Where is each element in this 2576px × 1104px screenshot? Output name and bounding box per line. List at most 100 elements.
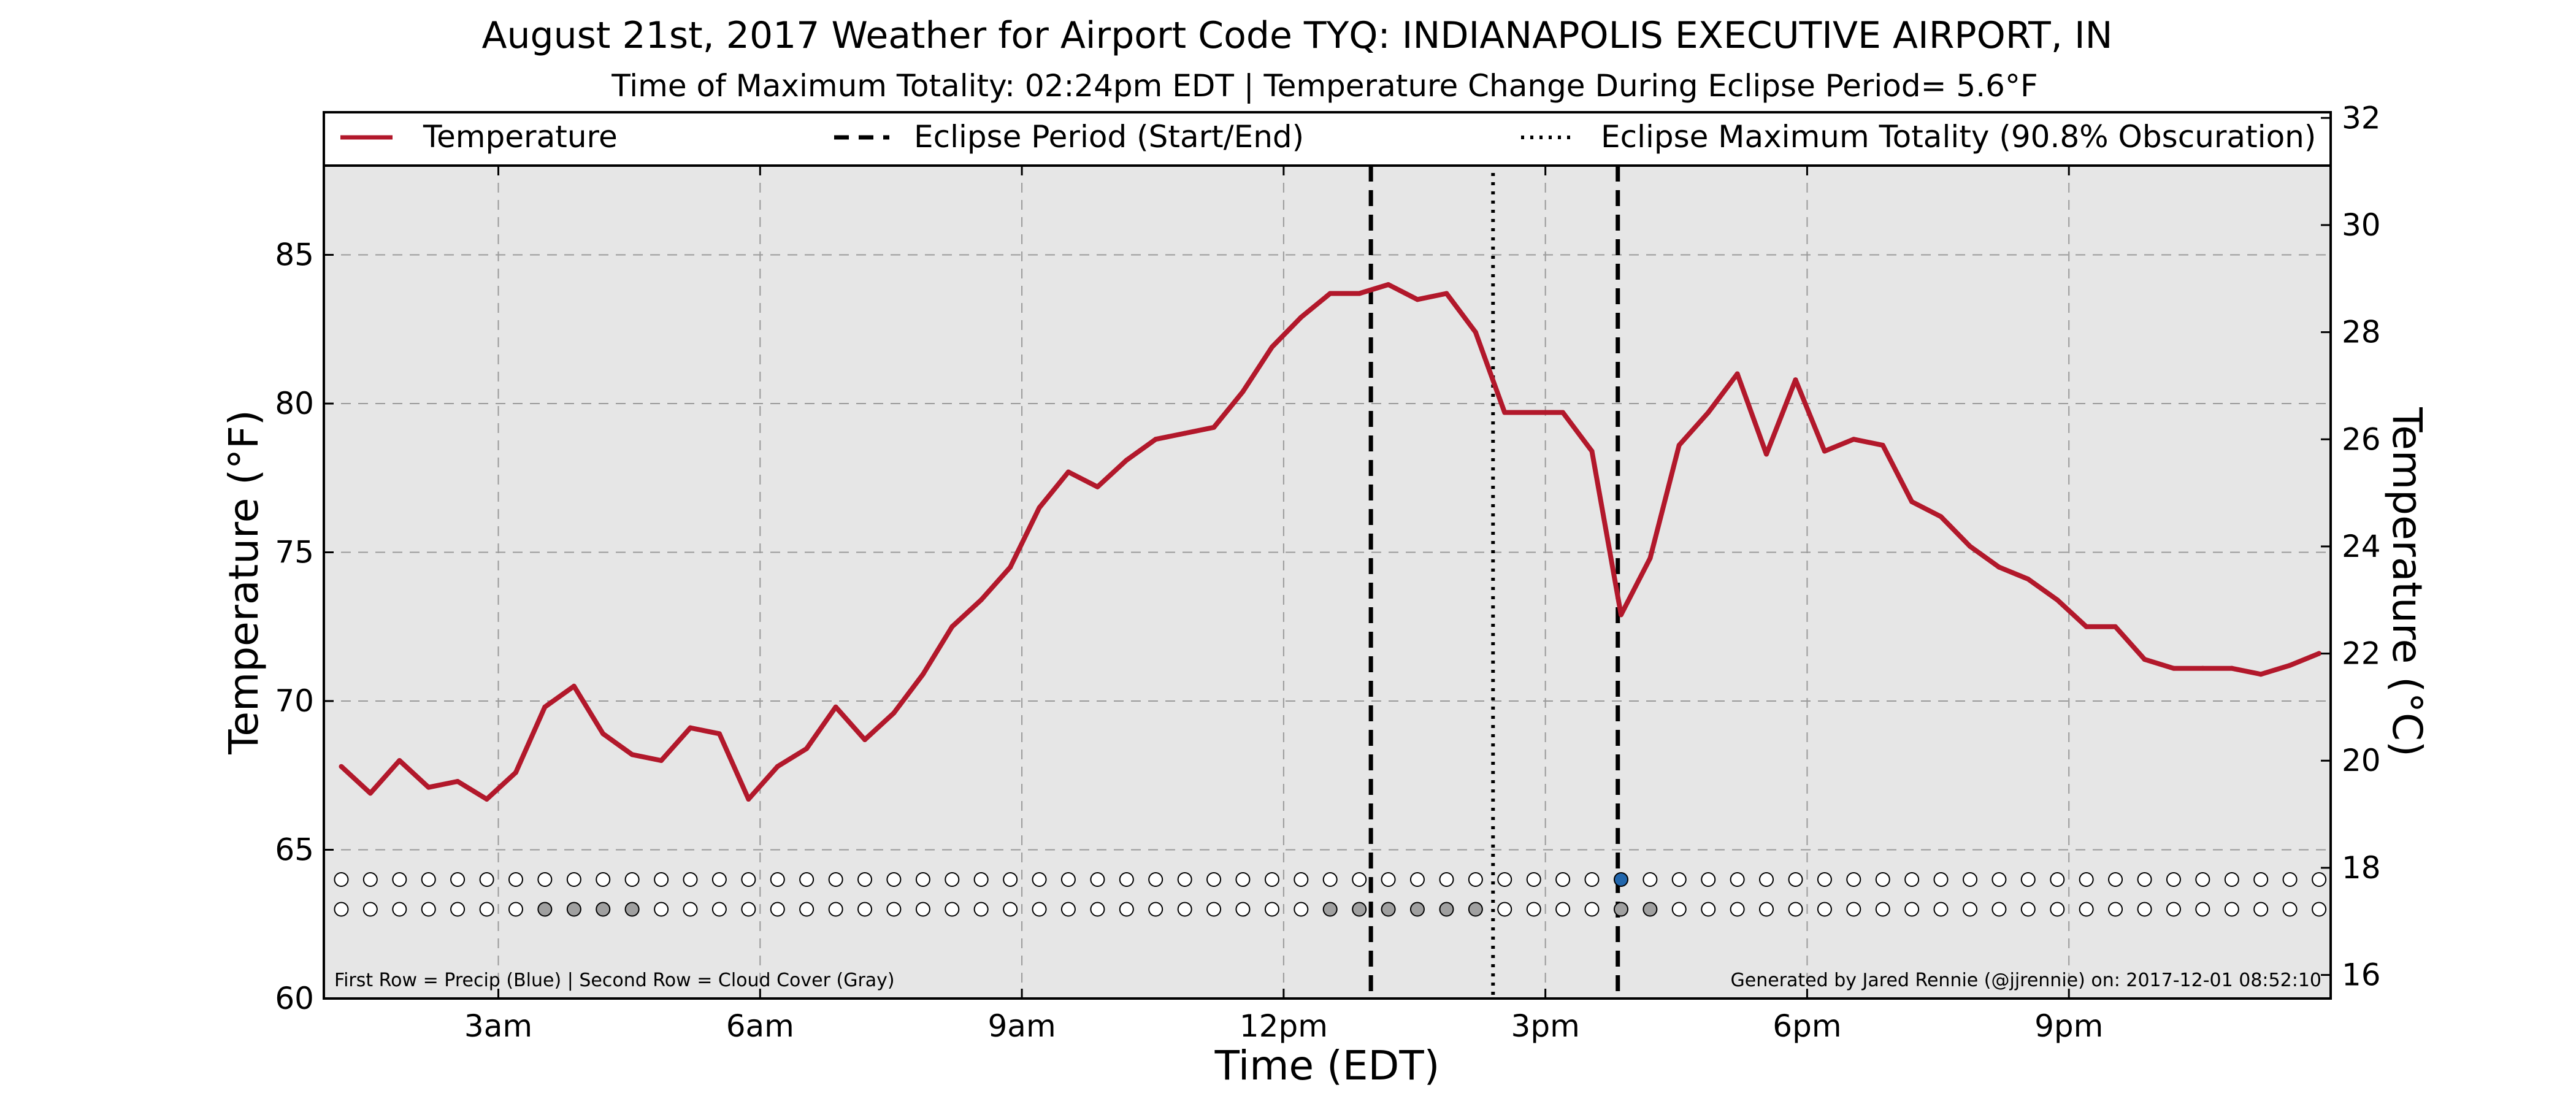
- series-point-temperature: [367, 791, 373, 796]
- precip-circle: [1032, 872, 1047, 887]
- x-tick-label: 12pm: [1240, 1008, 1328, 1044]
- precip-circle: [973, 872, 989, 887]
- precip-circle: [1904, 872, 1920, 887]
- precip-circle: [683, 872, 698, 887]
- cloud-cover-circle: [2020, 902, 2036, 917]
- y-axis-right-ticks: 16 18 20 22 24 26 28 30 32: [2321, 100, 2381, 993]
- y-right-tick-label: 16: [2342, 957, 2381, 993]
- cloud-cover-circle: [1119, 902, 1134, 917]
- cloud-cover-circle: [799, 902, 815, 917]
- cloud-cover-circle: [857, 902, 873, 917]
- series-point-temperature: [513, 770, 518, 775]
- cloud-cover-circle: [2108, 902, 2123, 917]
- cloud-cover-circle: [1090, 902, 1105, 917]
- series-point-temperature: [716, 731, 722, 737]
- precip-circle: [1643, 872, 1658, 887]
- cloud-cover-circle: [566, 902, 581, 917]
- series-point-temperature: [1357, 291, 1362, 296]
- cloud-cover-circle: [362, 902, 378, 917]
- cloud-cover-circle: [450, 902, 466, 917]
- y-tick-label: 70: [275, 683, 314, 719]
- precip-circle: [799, 872, 815, 887]
- precip-circle: [2282, 872, 2298, 887]
- precip-circle: [2050, 872, 2065, 887]
- x-tick-label: 9pm: [2034, 1008, 2103, 1044]
- chart-subtitle: Time of Maximum Totality: 02:24pm EDT | …: [611, 68, 2037, 104]
- series-point-temperature: [659, 758, 664, 763]
- legend-label-eclipse-period: Eclipse Period (Start/End): [914, 119, 1304, 155]
- series-point-temperature: [1211, 424, 1217, 430]
- series-point-temperature: [1095, 484, 1100, 489]
- series-point-temperature: [1153, 437, 1159, 442]
- series-point-temperature: [1851, 437, 1857, 442]
- cloud-cover-circle: [2282, 902, 2298, 917]
- x-axis-label: Time (EDT): [1214, 1042, 1440, 1089]
- y-tick-label: 80: [275, 386, 314, 421]
- series-point-temperature: [1298, 315, 1304, 320]
- precip-circle: [886, 872, 902, 887]
- precip-circle: [1788, 872, 1803, 887]
- series-point-temperature: [2258, 672, 2264, 677]
- cloud-cover-circle: [1352, 902, 1367, 917]
- plot-area: [323, 164, 2332, 1000]
- x-tick-label: 3pm: [1511, 1008, 1580, 1044]
- precip-circle: [1381, 872, 1396, 887]
- cloud-cover-circle: [1846, 902, 1861, 917]
- cloud-cover-circle: [741, 902, 756, 917]
- precip-circle: [334, 872, 349, 887]
- cloud-cover-circle: [2137, 902, 2152, 917]
- cloud-cover-circle: [1322, 902, 1338, 917]
- y-right-tick-label: 30: [2342, 207, 2381, 243]
- cloud-cover-circle: [392, 902, 407, 917]
- precip-circle: [2312, 872, 2327, 887]
- cloud-cover-circle: [1555, 902, 1571, 917]
- annotation-bottom-right: Generated by Jared Rennie (@jjrennie) on…: [1731, 970, 2321, 991]
- precip-circle: [1817, 872, 1832, 887]
- series-point-temperature: [920, 672, 926, 677]
- series-point-temperature: [775, 764, 780, 769]
- precip-circle: [1497, 872, 1512, 887]
- temperature-series: [339, 282, 2322, 802]
- precip-circle: [2166, 872, 2181, 887]
- x-tick-label: 6pm: [1773, 1008, 1841, 1044]
- series-point-temperature: [2113, 624, 2118, 629]
- x-tick-label: 9am: [988, 1008, 1056, 1044]
- series-point-temperature: [2055, 597, 2060, 603]
- cloud-cover-circle: [973, 902, 989, 917]
- cloud-cover-circle: [945, 902, 960, 917]
- y-axis-label: Temperature (°F): [220, 410, 267, 755]
- precip-circle: [450, 872, 466, 887]
- cloud-cover-circle: [2253, 902, 2269, 917]
- legend: Temperature Eclipse Period (Start/End) E…: [323, 111, 2332, 167]
- precip-circle: [1264, 872, 1279, 887]
- precip-circle: [392, 872, 407, 887]
- series-point-temperature: [484, 797, 489, 802]
- precip-circle: [479, 872, 494, 887]
- cloud-cover-circle: [770, 902, 785, 917]
- series-point-temperature: [2287, 662, 2293, 668]
- y-right-tick-label: 20: [2342, 743, 2381, 778]
- series-point-temperature: [2171, 665, 2176, 671]
- precip-circle: [945, 872, 960, 887]
- x-tick-label: 3am: [464, 1008, 532, 1044]
- cloud-cover-circle: [1497, 902, 1512, 917]
- series-point-temperature: [426, 784, 431, 790]
- series-point-temperature: [2142, 657, 2147, 662]
- precip-circle: [1003, 872, 1018, 887]
- precip-circle: [1584, 872, 1600, 887]
- cloud-cover-circle: [1177, 902, 1192, 917]
- series-point-temperature: [1531, 410, 1536, 415]
- cloud-cover-circle: [1758, 902, 1774, 917]
- cloud-cover-circle: [2224, 902, 2239, 917]
- cloud-cover-circle: [915, 902, 930, 917]
- series-point-temperature: [1240, 389, 1246, 394]
- series-point-temperature: [1909, 499, 1915, 505]
- legend-label-eclipse-max: Eclipse Maximum Totality (90.8% Obscurat…: [1601, 119, 2316, 155]
- precip-circle: [1875, 872, 1890, 887]
- precip-circle: [1409, 872, 1425, 887]
- series-point-temperature: [397, 758, 402, 763]
- cloud-cover-circle: [1439, 902, 1454, 917]
- series-point-temperature: [1065, 469, 1071, 475]
- precip-circle: [1730, 872, 1745, 887]
